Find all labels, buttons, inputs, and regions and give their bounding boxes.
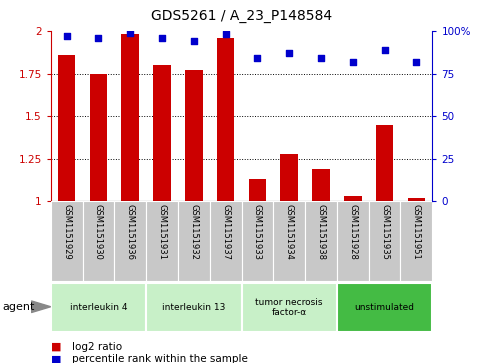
Text: GSM1151929: GSM1151929 — [62, 204, 71, 260]
Bar — [242, 201, 273, 281]
Bar — [210, 201, 242, 281]
Bar — [58, 55, 75, 201]
Bar — [249, 179, 266, 201]
Bar — [376, 125, 393, 201]
Bar — [217, 38, 234, 201]
Text: interleukin 4: interleukin 4 — [70, 303, 127, 312]
Bar — [121, 34, 139, 201]
Bar — [369, 201, 400, 281]
Bar — [51, 283, 146, 332]
Text: GSM1151937: GSM1151937 — [221, 204, 230, 260]
Text: GSM1151951: GSM1151951 — [412, 204, 421, 260]
Bar — [242, 283, 337, 332]
Text: GDS5261 / A_23_P148584: GDS5261 / A_23_P148584 — [151, 9, 332, 23]
Point — [158, 35, 166, 41]
Bar — [344, 196, 362, 201]
Bar — [185, 70, 202, 201]
Polygon shape — [31, 301, 51, 313]
Bar — [146, 201, 178, 281]
Bar — [408, 198, 425, 201]
Text: GSM1151936: GSM1151936 — [126, 204, 135, 260]
Text: interleukin 13: interleukin 13 — [162, 303, 226, 312]
Text: log2 ratio: log2 ratio — [72, 342, 123, 352]
Point — [412, 59, 420, 65]
Point — [222, 31, 229, 37]
Text: GSM1151932: GSM1151932 — [189, 204, 199, 260]
Point — [63, 33, 71, 39]
Bar — [146, 283, 242, 332]
Point — [127, 30, 134, 36]
Text: ■: ■ — [51, 342, 61, 352]
Bar — [178, 201, 210, 281]
Bar — [337, 283, 432, 332]
Point — [317, 55, 325, 61]
Text: GSM1151935: GSM1151935 — [380, 204, 389, 260]
Point — [381, 47, 388, 53]
Bar — [281, 154, 298, 201]
Bar — [90, 73, 107, 201]
Text: GSM1151930: GSM1151930 — [94, 204, 103, 260]
Bar — [337, 201, 369, 281]
Bar — [51, 201, 83, 281]
Point — [190, 38, 198, 44]
Bar — [83, 201, 114, 281]
Point — [95, 35, 102, 41]
Bar — [305, 201, 337, 281]
Point — [285, 50, 293, 56]
Bar — [153, 65, 171, 201]
Bar — [312, 169, 330, 201]
Text: GSM1151938: GSM1151938 — [316, 204, 326, 260]
Bar — [400, 201, 432, 281]
Text: GSM1151931: GSM1151931 — [157, 204, 167, 260]
Text: GSM1151933: GSM1151933 — [253, 204, 262, 260]
Text: GSM1151928: GSM1151928 — [348, 204, 357, 260]
Text: agent: agent — [2, 302, 35, 312]
Bar — [114, 201, 146, 281]
Point — [349, 59, 356, 65]
Point — [254, 55, 261, 61]
Text: GSM1151934: GSM1151934 — [284, 204, 294, 260]
Text: percentile rank within the sample: percentile rank within the sample — [72, 354, 248, 363]
Text: tumor necrosis
factor-α: tumor necrosis factor-α — [256, 298, 323, 317]
Text: unstimulated: unstimulated — [355, 303, 414, 312]
Bar — [273, 201, 305, 281]
Text: ■: ■ — [51, 354, 61, 363]
